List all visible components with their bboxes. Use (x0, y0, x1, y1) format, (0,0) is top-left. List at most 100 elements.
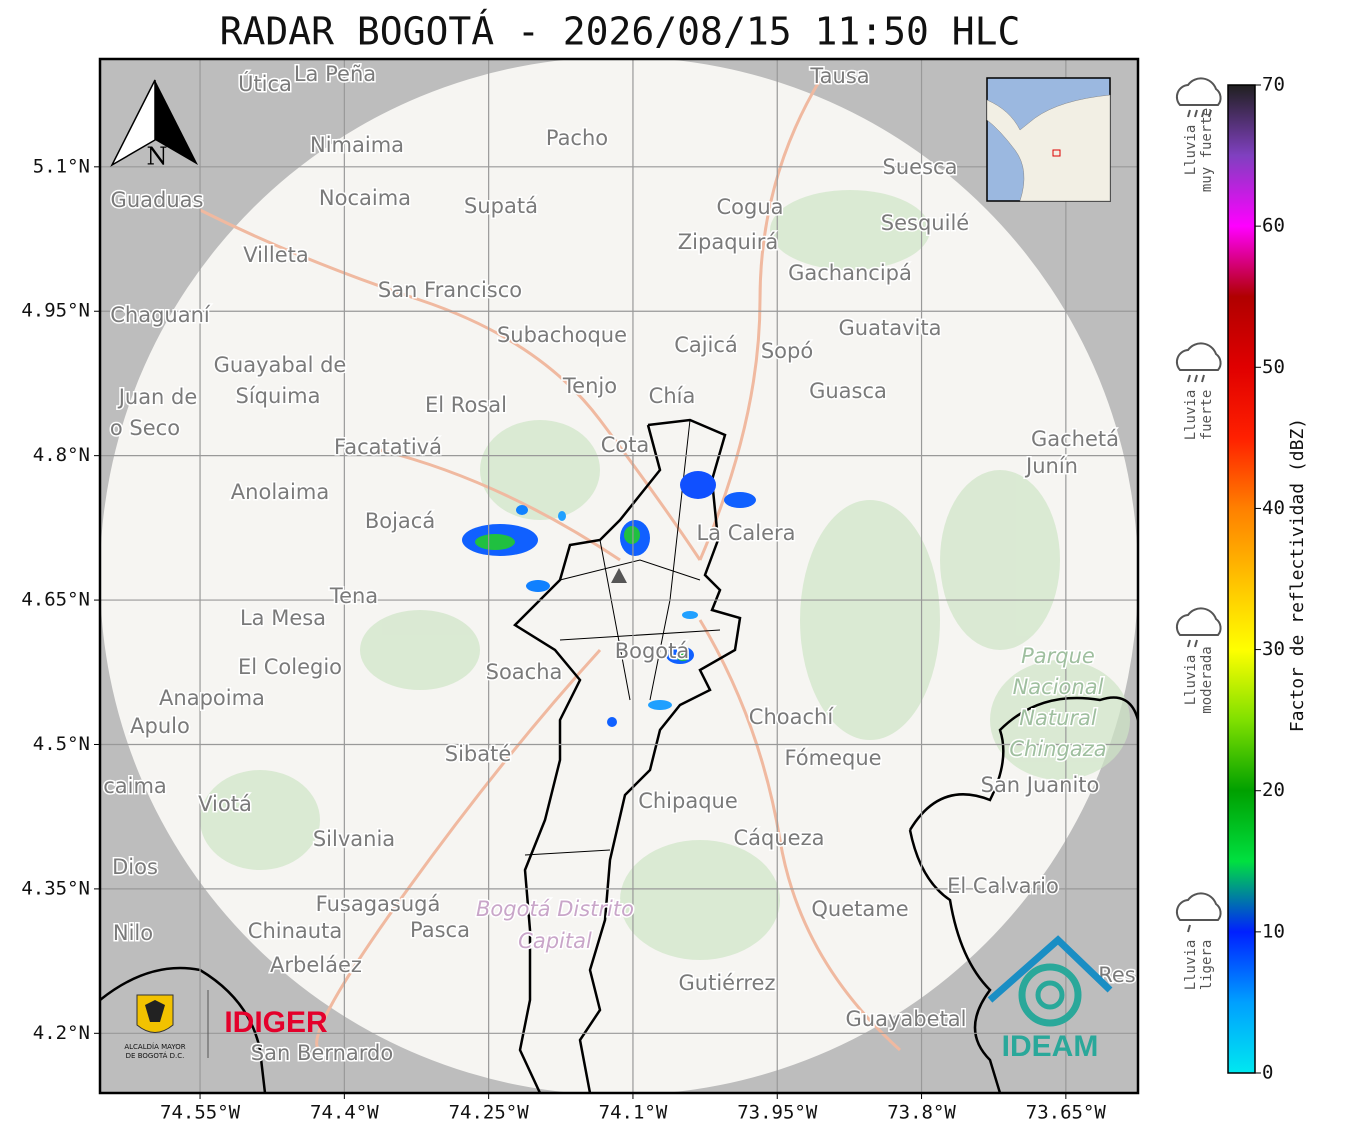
place-label: caima (103, 774, 167, 798)
place-label: La Peña (294, 62, 376, 86)
x-tick-label: 74.4°W (310, 1102, 379, 1124)
colorbar-tick-label: 20 (1262, 779, 1285, 801)
place-label: Guayabal de (214, 353, 347, 377)
legend-label: Lluvia (1183, 655, 1199, 706)
rain-drop (1187, 109, 1191, 118)
x-tick-label: 73.95°W (737, 1102, 818, 1124)
place-label: Quetame (811, 897, 908, 921)
place-label: Villeta (243, 243, 308, 267)
map-frame (98, 57, 1140, 1095)
legend-label: muy fuerte (1199, 108, 1215, 192)
place-label: Gutiérrez (679, 971, 776, 995)
legend-label: Lluvia (1183, 390, 1199, 441)
legend-label: ligera (1199, 940, 1215, 991)
rain-drop (1201, 374, 1205, 383)
place-label: Sibaté (445, 742, 512, 766)
legend-label: Lluvia (1183, 940, 1199, 991)
place-label: San Juanito (981, 773, 1100, 797)
terrain (200, 190, 1130, 960)
alcaldia-logo: ALCALDÍA MAYOR DE BOGOTÁ D.C. (124, 990, 209, 1060)
place-label: Soacha (486, 660, 563, 684)
place-label: Tausa (809, 64, 869, 88)
district-boundary (100, 418, 1138, 1093)
place-label: Guatavita (839, 316, 942, 340)
place-label: Gachancipá (788, 261, 912, 285)
cloud-icon (1175, 77, 1222, 106)
place-label: El Colegio (238, 655, 342, 679)
place-label: Silvania (313, 827, 395, 851)
rain-drop (1187, 639, 1191, 648)
place-label: Chipaque (638, 789, 738, 813)
cloud-icon (1175, 607, 1222, 636)
place-label: Suesca (883, 155, 958, 179)
place-label: Pasca (410, 918, 470, 942)
place-label: Apulo (130, 714, 190, 738)
place-label: Cogua (716, 195, 783, 219)
cloud-icon (1175, 892, 1222, 921)
place-label: San Francisco (378, 278, 522, 302)
place-label: Nimaima (310, 133, 404, 157)
place-label: Guayabetal (846, 1007, 967, 1031)
roads (199, 79, 902, 1052)
colorbar-tick-label: 30 (1262, 638, 1285, 660)
colorbar (1227, 84, 1256, 1074)
place-label: Chaguaní (110, 303, 211, 327)
place-label: Junín (1024, 454, 1078, 478)
place-label: Choachí (749, 705, 835, 729)
rain-drop (1187, 374, 1191, 383)
radar-echoes (462, 471, 756, 727)
place-label: Supatá (464, 194, 538, 218)
place-label: Viotá (198, 792, 252, 816)
y-tick-label: 5.1°N (33, 155, 90, 177)
park-label: Parque (1021, 644, 1095, 668)
y-tick-label: 4.35°N (21, 877, 90, 899)
colorbar-tick-label: 60 (1262, 215, 1285, 237)
colorbar-tick-label: 50 (1262, 356, 1285, 378)
colorbar-tick-label: 70 (1262, 74, 1285, 96)
place-label: Tenjo (562, 374, 617, 398)
colorbar-tick-label: 0 (1262, 1062, 1273, 1084)
north-label: N (147, 143, 168, 171)
cloud-icon (1175, 342, 1222, 371)
y-tick-label: 4.5°N (33, 733, 90, 755)
place-label: El Rosal (425, 393, 507, 417)
x-tick-label: 74.25°W (449, 1102, 530, 1124)
park-label: Chingaza (1009, 737, 1106, 761)
park-label: Nacional (1013, 675, 1104, 699)
place-label: Facatativá (334, 435, 442, 459)
y-tick-label: 4.8°N (33, 444, 90, 466)
place-label: Anolaima (231, 480, 329, 504)
place-label: Chinauta (248, 919, 342, 943)
place-label: Fómeque (784, 746, 881, 770)
place-label: Síquima (236, 384, 321, 408)
place-label: Anapoima (159, 686, 265, 710)
district-label: Bogotá Distrito (476, 897, 634, 921)
legend-label: Lluvia (1183, 125, 1199, 176)
inset-map (986, 77, 1111, 202)
idiger-logo: IDIGER (224, 1006, 328, 1039)
place-label: San Bernardo (251, 1041, 393, 1065)
x-tick-label: 74.1°W (599, 1102, 668, 1124)
place-label: Guaduas (111, 188, 204, 212)
ideam-text: IDEAM (1002, 1030, 1099, 1063)
place-label: Cajicá (674, 333, 738, 357)
colorbar-tick-label: 40 (1262, 497, 1285, 519)
place-label: Dios (112, 855, 158, 879)
place-label: Subachoque (497, 323, 627, 347)
place-label: La Calera (696, 521, 795, 545)
place-label: Útica (238, 71, 292, 96)
place-label: Nocaima (319, 186, 411, 210)
x-tick-label: 74.55°W (160, 1102, 241, 1124)
place-label: Pacho (546, 126, 608, 150)
place-label: Cota (601, 433, 650, 457)
y-tick-label: 4.65°N (21, 589, 90, 611)
place-label: o Seco (110, 416, 180, 440)
ideam-logo: IDEAM (987, 935, 1113, 1063)
rain-drop (1194, 109, 1198, 118)
rain-drop (1194, 639, 1198, 648)
place-label: Zipaquirá (678, 230, 778, 254)
place-label: Chía (649, 384, 696, 408)
place-label: Nilo (113, 921, 153, 945)
